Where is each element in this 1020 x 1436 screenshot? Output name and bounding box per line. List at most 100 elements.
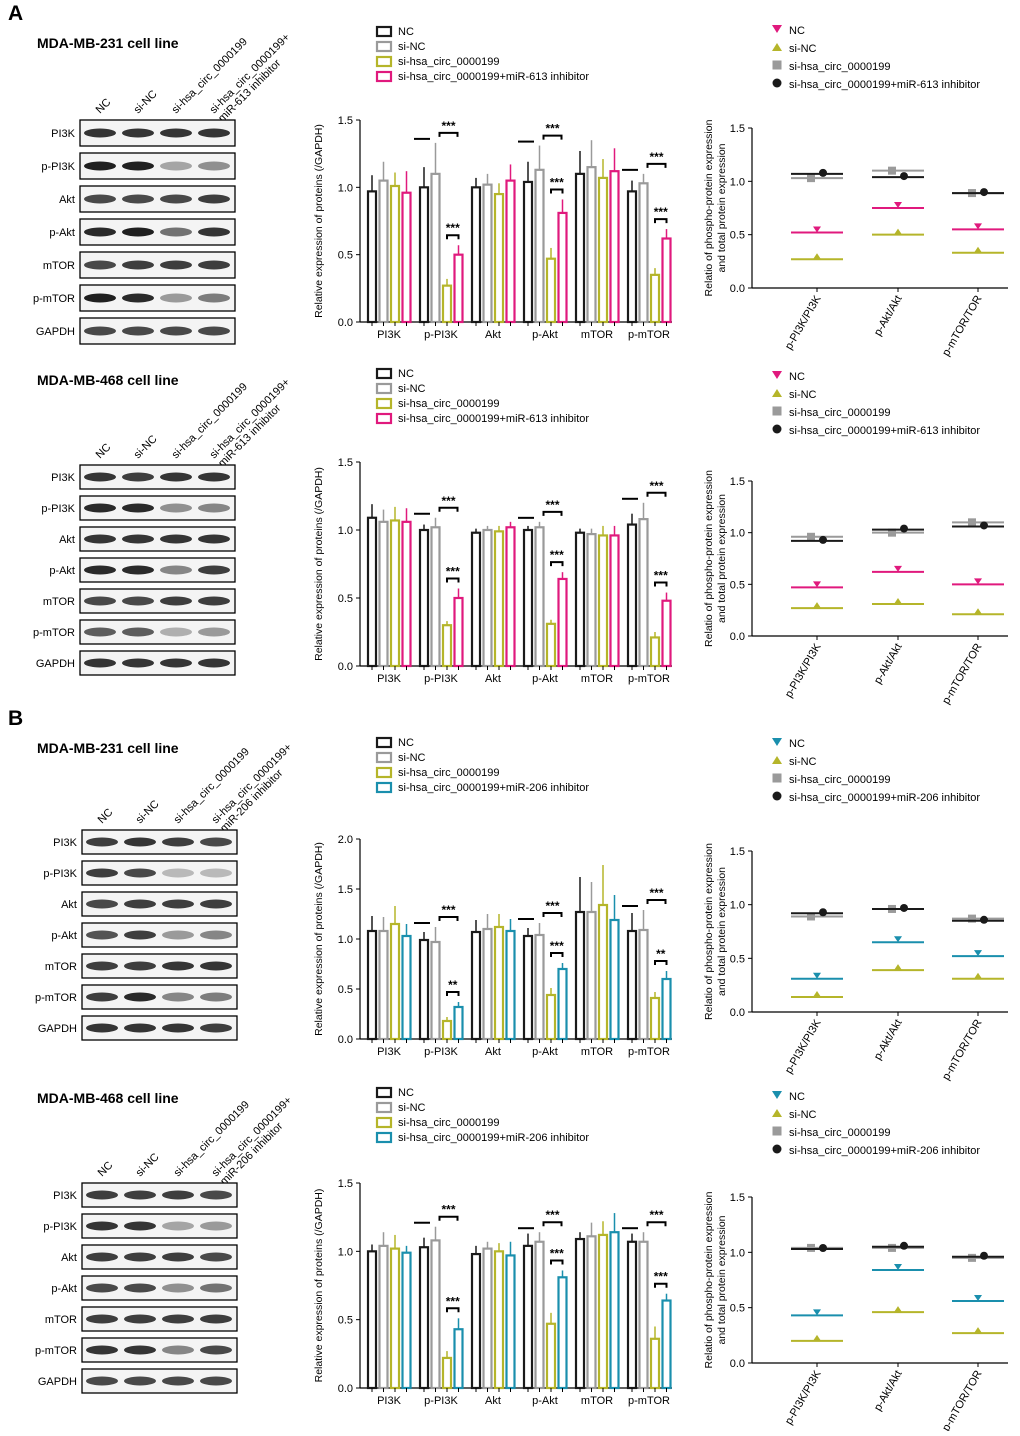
blot-band <box>84 658 116 668</box>
y-axis-label: Relatio of phospho-protein expressionand… <box>703 843 728 1020</box>
bar <box>378 1244 389 1390</box>
blot-band <box>198 260 230 270</box>
blot-band <box>200 961 232 971</box>
blot-row-label: p-Akt <box>49 565 75 577</box>
ratio-marker <box>968 518 976 527</box>
blot-band <box>122 658 154 668</box>
legend-label: si-hsa_circ_0000199 <box>789 1127 891 1139</box>
blot-band <box>160 293 192 303</box>
legend-marker <box>772 25 782 33</box>
lane-label: si-hsa_circ_0000199+miR-206 inhibitor <box>210 1094 303 1187</box>
bar <box>482 1247 493 1390</box>
sig-bracket <box>646 162 667 168</box>
blot-row-label: p-PI3K <box>43 1221 77 1233</box>
bar <box>430 940 441 1041</box>
bar <box>586 532 597 668</box>
bar <box>430 172 441 324</box>
x-tick-label: mTOR <box>581 1395 613 1407</box>
bar <box>597 1233 609 1390</box>
sig-bracket <box>438 916 459 921</box>
bar <box>441 1019 453 1041</box>
x-tick-label: p-mTOR <box>628 673 670 685</box>
x-tick-label: mTOR <box>581 329 613 341</box>
blot-band <box>86 1023 118 1033</box>
significance-label: *** <box>446 564 460 578</box>
y-tick-label: 1.5 <box>730 1192 745 1204</box>
significance-label: *** <box>550 175 564 189</box>
bar <box>401 934 412 1041</box>
ratio-marker <box>807 532 815 541</box>
blot-band <box>124 1190 156 1200</box>
blot-band <box>122 503 154 513</box>
significance-label: ** <box>656 947 666 961</box>
x-tick-label: p-PI3K/PI3K <box>783 293 824 352</box>
ratio-marker <box>813 602 821 609</box>
lane-label: si-NC <box>134 798 162 826</box>
blot-row-label: p-Akt <box>51 1283 77 1295</box>
blot-band <box>86 899 118 909</box>
legend-swatch <box>375 70 393 83</box>
blot-band <box>162 1190 194 1200</box>
y-tick-label: 0.0 <box>338 317 353 329</box>
blot-band <box>160 326 192 336</box>
sig-bracket <box>654 960 668 965</box>
bar <box>597 534 609 668</box>
bar <box>418 186 430 324</box>
blot-band <box>86 837 118 847</box>
legend-label: NC <box>398 26 414 38</box>
x-tick-label: PI3K <box>377 329 402 341</box>
bar <box>522 1244 534 1390</box>
bar <box>638 1240 649 1390</box>
lane-label: NC <box>94 441 114 461</box>
significance-label: *** <box>545 122 559 136</box>
blot-band <box>84 227 116 237</box>
sig-bracket <box>550 1259 564 1265</box>
legend-label: si-hsa_circ_0000199+miR-206 inhibitor <box>398 782 589 794</box>
blot-row-label: PI3K <box>53 837 78 849</box>
legend-swatch <box>375 412 393 425</box>
y-axis-label: Relatio of phospho-protein expressionand… <box>703 1191 728 1368</box>
legend-marker <box>772 43 782 51</box>
ratio-marker <box>974 1295 982 1302</box>
significance-label: *** <box>654 205 668 219</box>
ratio-marker <box>968 1253 976 1262</box>
lane-label: NC <box>94 96 114 116</box>
blot-band <box>160 227 192 237</box>
bar <box>493 530 505 668</box>
blot-band <box>124 930 156 940</box>
ratio-marker <box>974 972 982 979</box>
blot-band <box>86 1376 118 1386</box>
significance-label: *** <box>654 569 668 583</box>
blot-band <box>124 1345 156 1355</box>
bar <box>453 1005 464 1041</box>
bar <box>545 257 557 324</box>
sig-bracket <box>654 1282 668 1288</box>
blot-row-label: Akt <box>59 534 75 546</box>
legend-swatch <box>375 736 393 749</box>
bar <box>649 996 661 1041</box>
blot-band <box>198 534 230 544</box>
y-tick-label: 0.0 <box>338 1383 353 1395</box>
bar <box>389 1247 401 1390</box>
ratio-marker <box>894 1306 902 1313</box>
legend-marker <box>772 424 782 434</box>
ratio-marker <box>894 964 902 971</box>
y-tick-label: 0.5 <box>730 579 745 591</box>
legend-label: si-hsa_circ_0000199+miR-206 inhibitor <box>789 1145 980 1157</box>
bar <box>418 938 430 1041</box>
ratio-marker <box>894 565 902 572</box>
bar <box>574 172 586 324</box>
legend-swatch <box>375 1101 393 1114</box>
significance-label: *** <box>550 548 564 562</box>
significance-label: *** <box>545 1208 559 1222</box>
bar <box>366 1250 378 1390</box>
blot-row-label: p-Akt <box>51 930 77 942</box>
blot-band <box>200 1376 232 1386</box>
cell-line-title: MDA-MB-468 cell line <box>37 1090 179 1106</box>
bar <box>626 929 638 1041</box>
bar <box>401 1251 412 1390</box>
bar <box>626 1240 638 1390</box>
sig-bracket <box>542 510 563 516</box>
x-tick-label: p-Akt/Akt <box>872 294 905 339</box>
ratio-marker <box>819 168 827 177</box>
